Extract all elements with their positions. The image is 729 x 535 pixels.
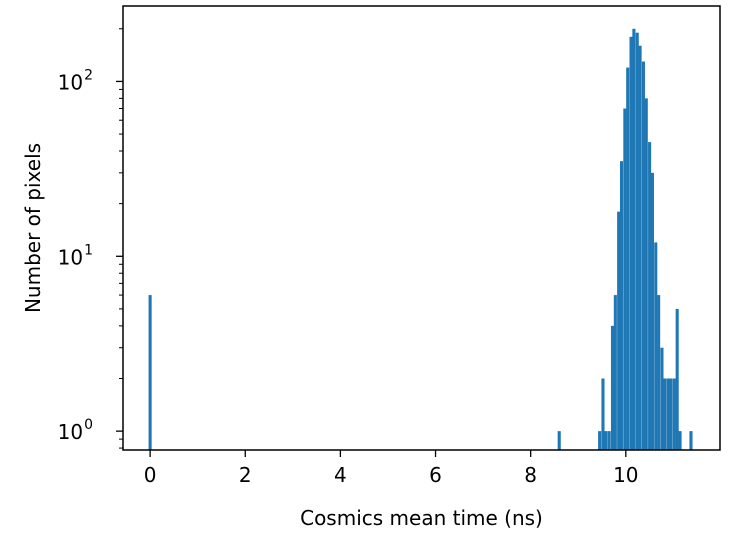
histogram-bar [660, 347, 664, 450]
histogram-bar [619, 161, 624, 450]
histogram-bar [629, 36, 633, 450]
x-tick-label: 8 [524, 463, 537, 487]
y-tick-exponent: 2 [84, 67, 93, 83]
histogram-bar [607, 431, 611, 450]
histogram-bar [644, 98, 648, 451]
histogram-bar [626, 67, 630, 450]
histogram-bar [663, 378, 667, 450]
x-axis-label: Cosmics mean time (ns) [300, 506, 543, 530]
histogram-bar [657, 295, 661, 450]
histogram-bar [678, 431, 682, 450]
histogram-bar [654, 242, 658, 450]
histogram-bar [632, 28, 636, 450]
x-tick-label: 10 [613, 463, 638, 487]
histogram-bar [617, 211, 621, 450]
histogram-bar [638, 45, 642, 450]
histogram-bar [604, 431, 608, 450]
x-tick-label: 6 [429, 463, 442, 487]
x-tick-label: 2 [239, 463, 252, 487]
histogram-bar [669, 378, 673, 450]
histogram-bar [666, 378, 670, 450]
histogram-bar [635, 32, 639, 451]
histogram-bar [598, 431, 602, 450]
histogram-bar [557, 431, 561, 450]
bars-layer [148, 28, 693, 451]
histogram-bar [648, 142, 652, 450]
histogram-bar [623, 108, 627, 450]
x-tick-label: 4 [334, 463, 347, 487]
plot-frame [122, 5, 721, 451]
histogram-bar [613, 295, 617, 450]
y-tick-exponent: 0 [84, 417, 93, 433]
y-axis-label: Number of pixels [21, 143, 45, 313]
y-tick-label: 102 [58, 67, 93, 94]
histogram-bar [689, 431, 693, 450]
y-tick-exponent: 1 [84, 242, 93, 258]
histogram-bar [650, 172, 654, 450]
histogram-bar [675, 308, 679, 450]
histogram-bar [601, 378, 605, 450]
histogram-bar [148, 295, 152, 450]
histogram-bar [610, 325, 615, 450]
y-tick-label: 101 [58, 242, 93, 269]
histogram-bar [672, 378, 676, 450]
y-tick-label: 100 [58, 417, 93, 444]
x-tick-label: 0 [144, 463, 157, 487]
histogram-bar [641, 61, 645, 450]
